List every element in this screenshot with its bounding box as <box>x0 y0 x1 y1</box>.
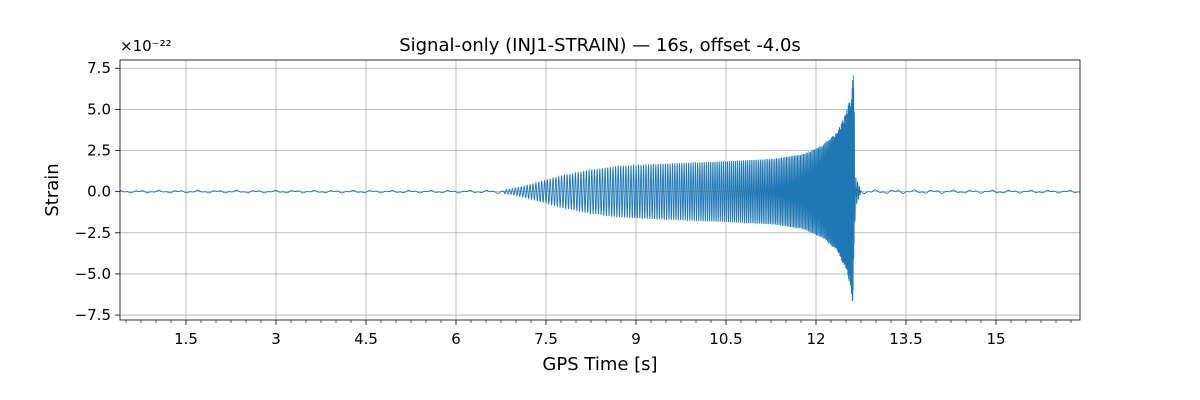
y-axis-exponent-label: ×10⁻²² <box>120 37 172 55</box>
x-tick-label: 4.5 <box>354 330 378 348</box>
x-tick-label: 6 <box>451 330 461 348</box>
y-tick-label: −2.5 <box>75 224 111 242</box>
x-axis-ticks: 1.5 3 4.5 6 7.5 9 10.5 12 13.5 15 <box>125 320 1072 348</box>
chart-title: Signal-only (INJ1-STRAIN) — 16s, offset … <box>399 35 801 56</box>
y-tick-label: 7.5 <box>87 59 111 77</box>
grid-layer <box>120 60 1080 320</box>
y-tick-label: 5.0 <box>87 100 111 118</box>
x-tick-label: 9 <box>631 330 641 348</box>
x-tick-label: 3 <box>271 330 281 348</box>
strain-series-line <box>119 75 1081 301</box>
y-tick-label: −5.0 <box>75 265 111 283</box>
x-tick-label: 15 <box>986 330 1005 348</box>
x-tick-label: 12 <box>806 330 825 348</box>
x-axis-label: GPS Time [s] <box>542 354 657 375</box>
x-tick-label: 10.5 <box>709 330 742 348</box>
y-tick-label: 0.0 <box>87 183 111 201</box>
x-tick-label: 7.5 <box>534 330 558 348</box>
plot-frame <box>119 59 1081 321</box>
y-tick-label: 2.5 <box>87 142 111 160</box>
x-tick-label: 1.5 <box>174 330 198 348</box>
y-tick-label: −7.5 <box>75 306 111 324</box>
x-tick-label: 13.5 <box>889 330 922 348</box>
y-axis-label: Strain <box>42 163 63 216</box>
y-axis-ticks: −7.5 −5.0 −2.5 0.0 2.5 5.0 7.5 <box>75 59 120 324</box>
